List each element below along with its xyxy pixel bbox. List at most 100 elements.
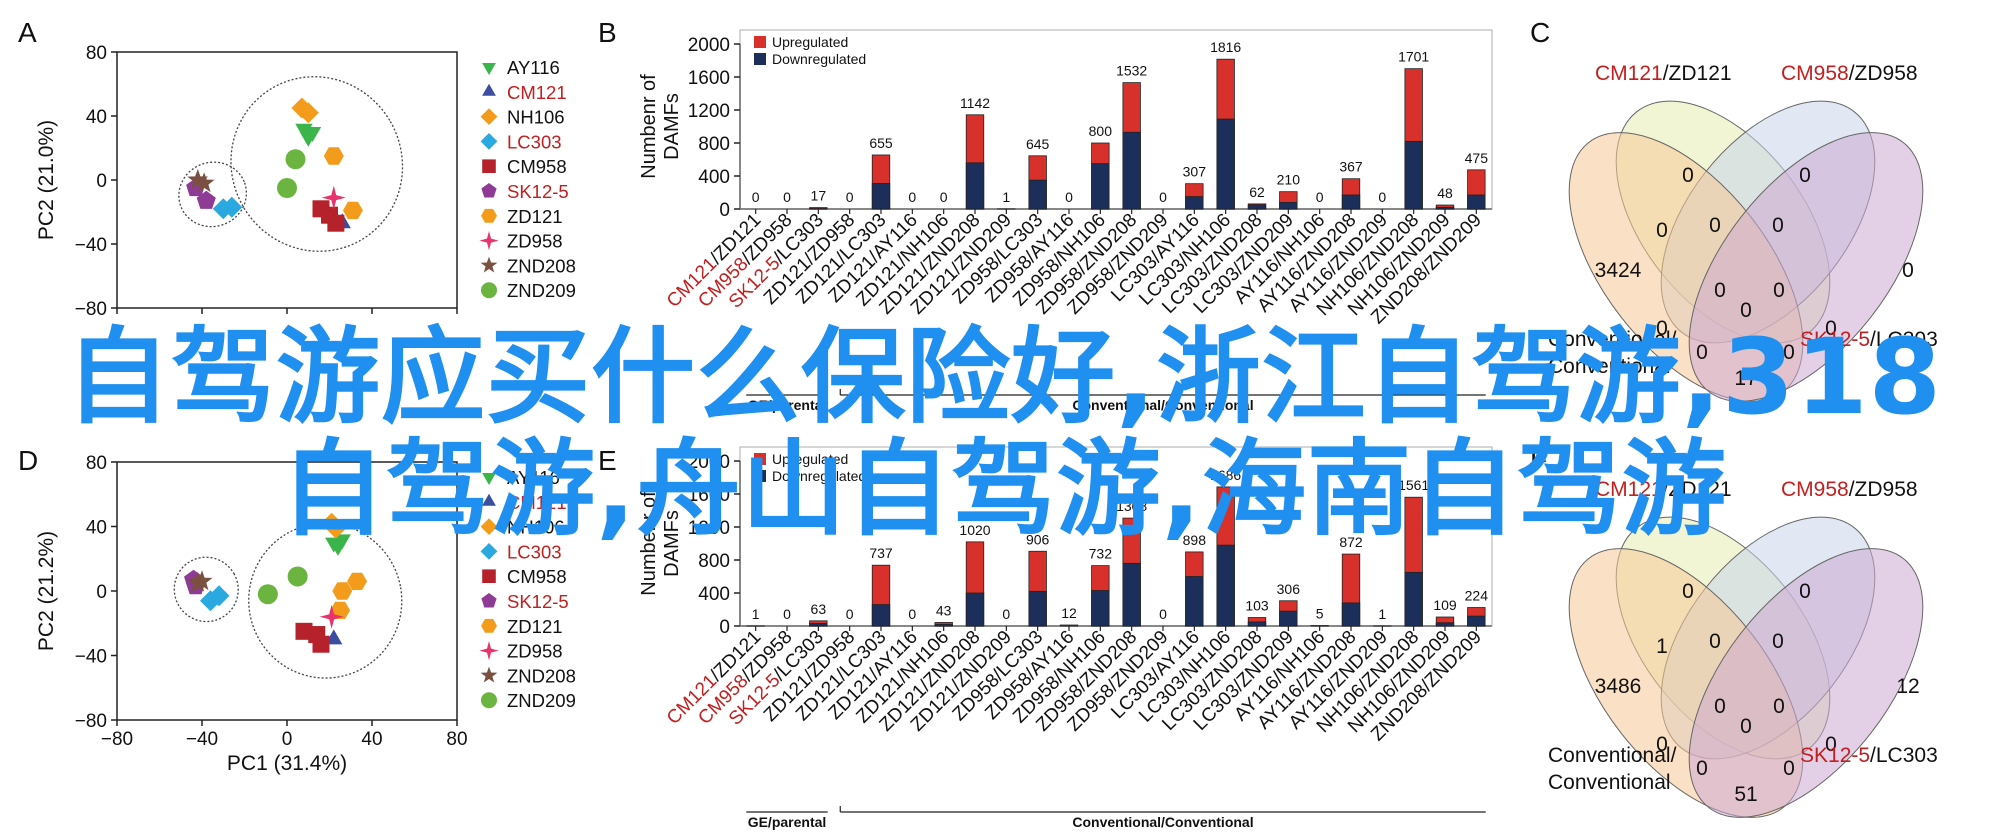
bar-down [1247,621,1267,627]
y-tick-label: 400 [698,167,730,188]
bar-value-label: 306 [1277,581,1301,597]
legend-marker-CM958 [482,569,496,583]
bar-value-label: 0 [1065,189,1073,205]
plot-frame [116,461,458,721]
bar-down [1122,562,1141,627]
bar-down [871,183,891,210]
y-axis-label: DAMFs [661,93,683,160]
legend-label: LC303 [507,131,562,152]
bar-down [1028,590,1047,627]
bar-up [1059,624,1079,627]
bar-value-label: 872 [1339,534,1363,550]
legend-label: SK12-5 [507,181,569,202]
venn-count: 0 [1696,757,1708,780]
y-tick-label: 800 [698,551,730,572]
venn-set-label: CM958/ZD958 [1781,62,1918,85]
bar-value-label: 1142 [960,95,990,111]
legend-swatch-up [754,453,766,465]
legend-marker-ZND208 [480,256,498,273]
set-name-rest: /ZD958 [1849,478,1918,501]
legend-label: ZD121 [507,616,563,637]
bar-down [1279,610,1298,627]
bar-value-label: 103 [1245,598,1269,614]
y-tick-label: −40 [75,647,107,668]
y-tick-label: 2000 [688,452,730,473]
bar-value-label: 48 [1437,185,1453,201]
bar-value-label: 12 [1061,605,1077,621]
bar-down [965,162,985,210]
bar-value-label: 0 [940,189,948,205]
group-label: GE/parental [748,397,827,413]
venn-count: 0 [1656,317,1668,340]
point-AY116 [329,540,347,556]
panel-letter-B: B [598,17,617,48]
venn-count: 0 [1740,299,1752,322]
y-tick-label: −80 [75,711,107,732]
bar-value-label: 898 [1183,532,1207,548]
bar-down [1122,131,1141,210]
y-tick-label: 400 [698,584,730,605]
bar-value-label: 1816 [1210,39,1241,55]
legend-label: CM121 [507,492,567,513]
legend-label: LC303 [507,541,562,562]
bar-value-label: 0 [846,189,854,205]
bar-value-label: 0 [846,606,854,622]
bar-value-label: 800 [1089,123,1113,139]
legend-marker-NH106 [480,518,498,535]
bar-down [809,623,828,627]
point-ZD958 [321,185,346,210]
cluster-ellipse [173,556,239,623]
cluster-ellipse [178,161,248,228]
bar-value-label: 224 [1465,588,1489,604]
x-axis-label: PC1 (31.4%) [227,752,347,775]
venn-count: 0 [1682,580,1694,603]
bar-down [1091,590,1110,627]
bar-down [1185,576,1204,627]
legend-label: ZND208 [507,665,576,686]
bar-value-label: 0 [752,189,760,205]
set-name-rest: /LC303 [1870,744,1938,767]
legend-marker-CM121 [482,493,496,506]
venn-set-label: CM958/ZD958 [1781,478,1918,501]
point-ZND208 [187,169,209,189]
venn-count: 0 [1799,580,1811,603]
bar-value-label: 1 [1378,606,1386,622]
venn-count: 0 [1696,341,1708,364]
y-axis-label: PC2 (21.2%) [35,531,58,651]
venn-count: 0 [1682,164,1694,187]
bar-down [1028,179,1047,210]
legend-label: ZND209 [507,280,576,301]
point-ZND208 [191,570,213,591]
venn-set-label: Conventional/ [1548,328,1677,351]
bar-down [1279,201,1298,210]
legend-label: Downregulated [772,468,866,484]
panel-letter-C: C [1530,17,1550,48]
point-ZND209 [277,178,297,198]
bar-value-label: 655 [869,135,893,151]
point-ZND209 [257,584,278,605]
bar-value-label: 5 [1316,606,1324,622]
panel-letter-F: F [1530,445,1547,476]
legend-label: ZD121 [507,206,563,227]
venn-set-3 [1688,548,1924,818]
bar-down [1341,194,1361,210]
y-axis-label: Numbenr of [638,491,660,596]
venn-set-3 [1688,132,1924,402]
point-LC303 [221,196,243,218]
legend-marker-AY116 [482,63,496,75]
venn-set-label: CM121/ZD121 [1595,478,1732,501]
bar-down [1435,206,1455,210]
bar-down [1435,622,1455,627]
venn-set-label: CM121/ZD121 [1595,62,1732,85]
legend-label: Upregulated [772,34,848,50]
legend-label: CM958 [507,156,567,177]
legend-label: SK12-5 [507,591,569,612]
legend-label: AY116 [507,467,560,488]
venn-count: 0 [1714,279,1726,302]
legend-swatch-up [754,36,766,48]
venn-count: 0 [1825,733,1837,756]
y-tick-label: 80 [86,453,107,474]
